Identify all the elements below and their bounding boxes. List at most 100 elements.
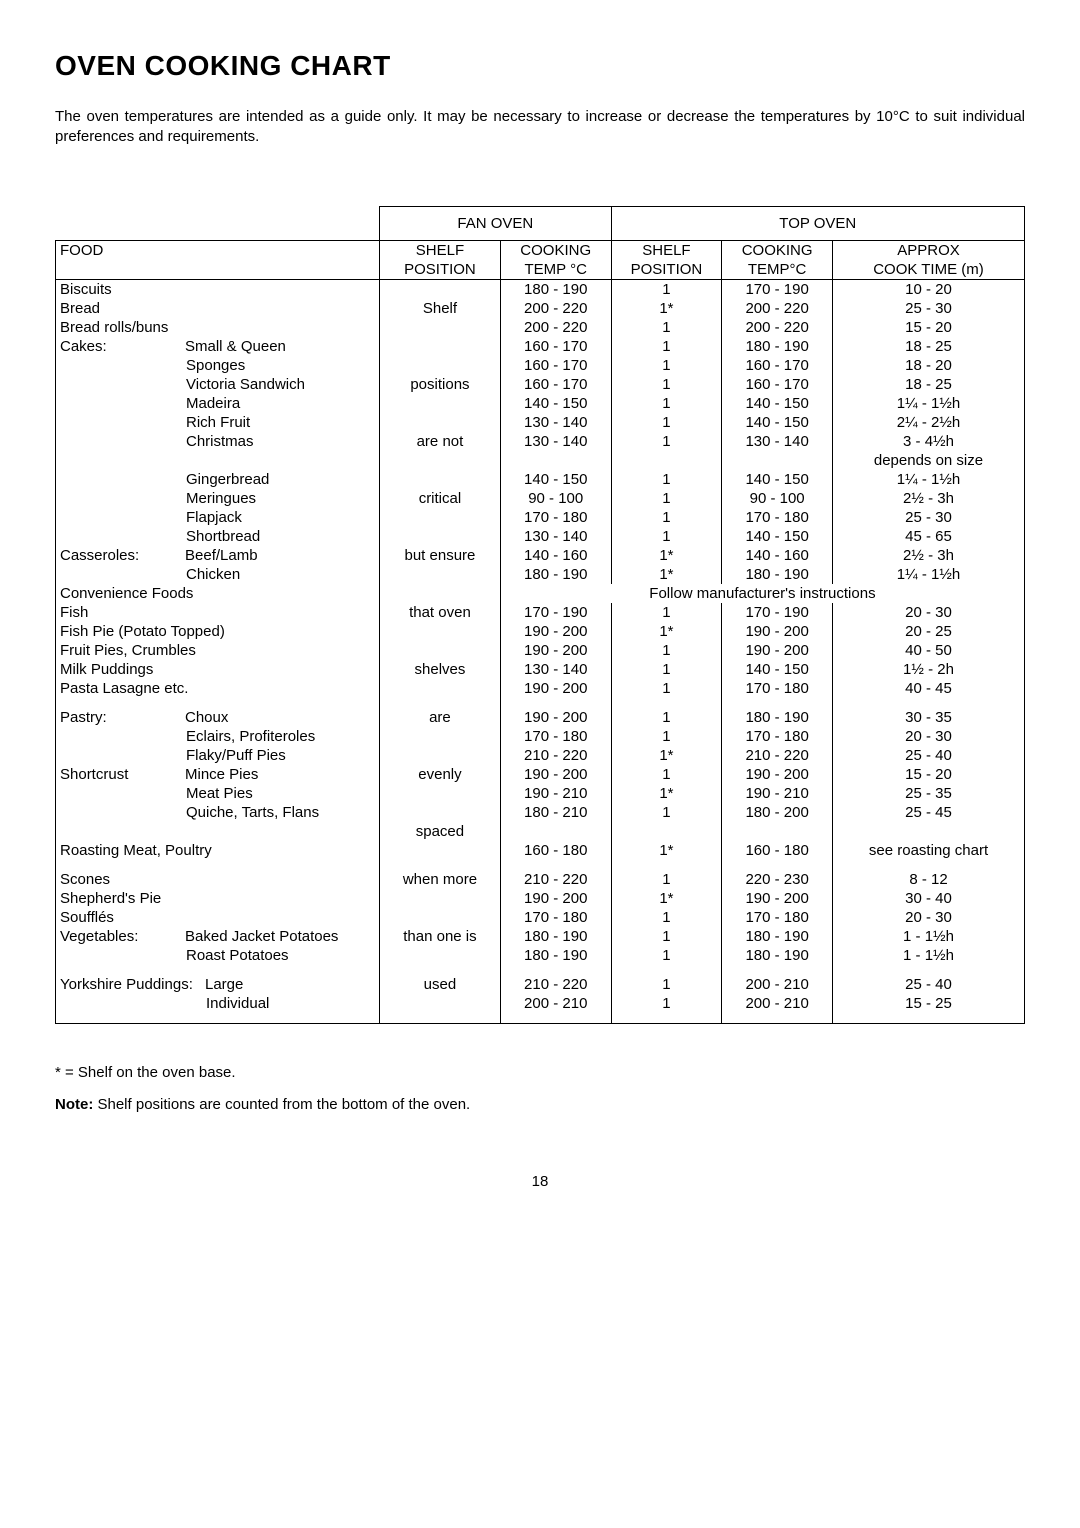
top-shelf: 1: [611, 356, 722, 375]
food-sub: Christmas: [56, 432, 380, 451]
footnote: * = Shelf on the oven base.: [55, 1064, 1025, 1081]
top-shelf: 1*: [611, 622, 722, 641]
food-sub: Sponges: [56, 356, 380, 375]
fan-shelf-word: [380, 318, 501, 337]
fan-temp: 170 - 190: [500, 603, 611, 622]
food-sub: Chicken: [56, 565, 380, 584]
top-temp: 170 - 180: [722, 508, 833, 527]
top-time: 25 - 35: [832, 784, 1024, 803]
intro-text: The oven temperatures are intended as a …: [55, 107, 1025, 146]
top-temp: 140 - 150: [722, 660, 833, 679]
fan-shelf-word: [380, 622, 501, 641]
fan-temp: 190 - 200: [500, 765, 611, 784]
food-name: Shepherd's Pie: [56, 889, 380, 908]
top-shelf: 1: [611, 870, 722, 889]
food-sub: Roast Potatoes: [56, 946, 380, 965]
fan-temp: 200 - 220: [500, 318, 611, 337]
top-time: 1 - 1½h: [832, 927, 1024, 946]
fan-temp: 90 - 100: [500, 489, 611, 508]
food-sub: Shortbread: [56, 527, 380, 546]
shelf-header: SHELF: [611, 241, 722, 261]
top-time: 2½ - 3h: [832, 546, 1024, 565]
top-time: 30 - 35: [832, 708, 1024, 727]
fan-temp: 180 - 190: [500, 946, 611, 965]
top-shelf: 1*: [611, 299, 722, 318]
top-time: 15 - 20: [832, 318, 1024, 337]
top-shelf: 1: [611, 727, 722, 746]
top-temp: 200 - 210: [722, 994, 833, 1013]
page-title: OVEN COOKING CHART: [55, 50, 1025, 82]
fan-shelf-word: [380, 413, 501, 432]
top-time: 1½ - 2h: [832, 660, 1024, 679]
fan-shelf-word: [380, 356, 501, 375]
top-time: 8 - 12: [832, 870, 1024, 889]
top-time: 2½ - 3h: [832, 489, 1024, 508]
fan-temp: 210 - 220: [500, 746, 611, 765]
top-temp: 180 - 190: [722, 337, 833, 356]
food-name: Pasta Lasagne etc.: [56, 679, 380, 698]
fan-temp: 190 - 200: [500, 641, 611, 660]
top-temp: 140 - 160: [722, 546, 833, 565]
top-shelf: 1: [611, 318, 722, 337]
top-shelf: 1: [611, 975, 722, 994]
food-name: Soufflés: [56, 908, 380, 927]
top-shelf: 1: [611, 470, 722, 489]
top-temp: 190 - 210: [722, 784, 833, 803]
top-time: 15 - 20: [832, 765, 1024, 784]
top-time: 20 - 30: [832, 908, 1024, 927]
top-temp: 160 - 170: [722, 375, 833, 394]
food-name: ShortcrustMince Pies: [56, 765, 380, 784]
top-shelf: 1*: [611, 546, 722, 565]
cooking-header: COOKING: [722, 241, 833, 261]
food-name: Biscuits: [56, 280, 380, 300]
top-temp: 180 - 190: [722, 946, 833, 965]
top-time: 3 - 4½h: [832, 432, 1024, 451]
fan-temp: 210 - 220: [500, 975, 611, 994]
fan-shelf-word: critical: [380, 489, 501, 508]
top-temp: 130 - 140: [722, 432, 833, 451]
top-time: 25 - 30: [832, 299, 1024, 318]
food-sub: Flaky/Puff Pies: [56, 746, 380, 765]
top-shelf: 1: [611, 927, 722, 946]
top-time: 1¼ - 1½h: [832, 470, 1024, 489]
fan-shelf-word: used: [380, 975, 501, 994]
top-shelf: 1: [611, 679, 722, 698]
fan-temp: 190 - 210: [500, 784, 611, 803]
top-shelf: 1*: [611, 784, 722, 803]
fan-temp: 190 - 200: [500, 679, 611, 698]
top-shelf: 1: [611, 708, 722, 727]
fan-shelf-word: when more: [380, 870, 501, 889]
fan-temp: 170 - 180: [500, 908, 611, 927]
fan-shelf-word: are: [380, 708, 501, 727]
top-time: 15 - 25: [832, 994, 1024, 1013]
top-temp: 180 - 190: [722, 708, 833, 727]
top-temp: 140 - 150: [722, 394, 833, 413]
top-temp: 210 - 220: [722, 746, 833, 765]
food-name: Bread: [56, 299, 380, 318]
food-sub: Quiche, Tarts, Flans: [56, 803, 380, 822]
fan-temp: 210 - 220: [500, 870, 611, 889]
top-temp: 170 - 190: [722, 603, 833, 622]
top-temp: 200 - 220: [722, 299, 833, 318]
top-temp: 180 - 200: [722, 803, 833, 822]
top-time: 30 - 40: [832, 889, 1024, 908]
fan-temp: 130 - 140: [500, 413, 611, 432]
fan-temp: 140 - 150: [500, 394, 611, 413]
top-shelf: 1: [611, 908, 722, 927]
top-temp: 160 - 180: [722, 841, 833, 860]
fan-shelf-word: than one is: [380, 927, 501, 946]
top-time: 25 - 40: [832, 746, 1024, 765]
top-temp: 180 - 190: [722, 565, 833, 584]
food-name: Vegetables:Baked Jacket Potatoes: [56, 927, 380, 946]
top-shelf: 1: [611, 432, 722, 451]
top-temp: 180 - 190: [722, 927, 833, 946]
fan-temp: 180 - 210: [500, 803, 611, 822]
top-temp: 140 - 150: [722, 413, 833, 432]
top-time: 18 - 20: [832, 356, 1024, 375]
top-temp: 190 - 200: [722, 889, 833, 908]
top-shelf: 1: [611, 946, 722, 965]
top-time: 40 - 50: [832, 641, 1024, 660]
top-shelf: 1: [611, 394, 722, 413]
fan-shelf-word: shelves: [380, 660, 501, 679]
fan-shelf-word: [380, 803, 501, 822]
